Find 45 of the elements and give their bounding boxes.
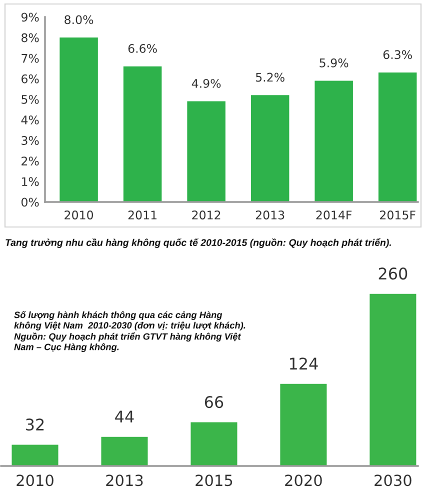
x-tick-label: 2011 [128, 210, 156, 220]
text: Tang trưởng nhu cầu hàng không quốc tế 2010-2015 (nguồn: Quy hoạch phát triển). [6, 238, 392, 248]
data-label: 4.9% [192, 78, 221, 88]
bar [370, 294, 416, 466]
data-label: 6.3% [383, 50, 412, 60]
y-tick-label: 6% [22, 74, 39, 84]
bar [123, 66, 162, 202]
data-label: 5.2% [256, 72, 284, 82]
data-label: 32 [26, 418, 44, 431]
data-label: 124 [290, 358, 318, 370]
y-tick-label: 1% [22, 177, 39, 186]
x-tick-label: 2020 [285, 474, 322, 486]
annotation: Số lượng hành khách thông qua các cảng Hàng không Việt Nam 2010-2030 (đơn vị: triệu lượt khách). Nguồn: Quy hoạch phát triển GTVT hàng không Việt Nam – Cục Hàng không. [14, 311, 246, 352]
x-tick-label: 2010 [16, 474, 54, 486]
data-label: 260 [378, 268, 408, 280]
x-tick-label: 2013 [256, 210, 284, 220]
y-tick-label: 9% [21, 12, 39, 22]
y-tick-label: 4% [21, 116, 39, 124]
x-tick-label: 2013 [106, 474, 143, 486]
y-tick-label: 2% [22, 156, 39, 166]
y-tick-label: 5% [22, 94, 39, 104]
x-tick-label: 2012 [192, 210, 220, 220]
data-label: 8.0% [64, 15, 94, 24]
bar [12, 444, 58, 466]
bar [60, 38, 98, 202]
bar [314, 80, 353, 202]
x-tick-label: 2015 [196, 474, 232, 486]
bar [378, 72, 417, 202]
x-tick-label: 2010 [64, 210, 94, 220]
bar [101, 436, 148, 466]
data-label: 44 [115, 410, 134, 422]
bar [190, 422, 238, 466]
bar [250, 95, 290, 202]
y-tick-label: 8% [22, 33, 39, 42]
y-tick-label: 3% [22, 136, 39, 145]
x-tick-label: 2014F [316, 210, 352, 220]
y-tick-label: 0% [21, 198, 39, 207]
bar [187, 101, 226, 202]
data-label: 5.9% [320, 58, 348, 68]
x-tick-label: 2015F [380, 210, 416, 220]
x-tick-label: 2030 [374, 474, 412, 486]
bar [280, 384, 327, 466]
data-label: 6.6% [128, 44, 157, 53]
data-label: 66 [204, 396, 224, 408]
y-tick-label: 7% [22, 54, 39, 63]
